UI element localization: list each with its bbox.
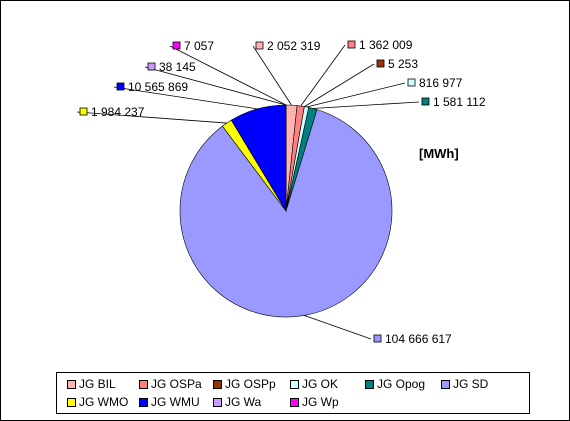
data-label-swatch-jg-wmo (79, 107, 88, 116)
legend-label: JG OK (302, 377, 339, 391)
leader-line-jg-wmo (76, 111, 227, 124)
data-label-jg-wmo: 1 984 237 (91, 105, 145, 119)
legend-item-jg-opog: JG Opog (365, 376, 425, 392)
data-label-swatch-jg-bil (255, 41, 264, 50)
legend-label: JG BIL (79, 377, 116, 391)
legend-swatch (139, 379, 148, 389)
legend-swatch (67, 379, 76, 389)
data-label-swatch-jg-ospp (376, 59, 385, 68)
legend-item-jg-wp: JG Wp (290, 394, 339, 410)
legend-label: JG WMO (79, 395, 129, 409)
data-label-jg-bil: 2 052 319 (267, 39, 321, 53)
unit-label: [MWh] (419, 146, 459, 161)
legend-swatch (290, 397, 299, 407)
legend-swatch (213, 379, 222, 389)
data-label-jg-ospp: 5 253 (388, 57, 418, 71)
legend-item-jg-wmu: JG WMU (139, 394, 200, 410)
data-label-jg-wp: 7 057 (184, 39, 214, 53)
leader-line-jg-wp (169, 45, 287, 106)
legend-swatch (441, 379, 450, 389)
data-label-jg-ospa: 1 362 009 (359, 38, 413, 52)
leader-line-jg-ospp (304, 63, 375, 107)
legend-swatch (290, 379, 299, 389)
data-label-swatch-jg-wa (147, 62, 156, 71)
legend-swatch (365, 379, 374, 389)
legend-item-jg-wa: JG Wa (213, 394, 261, 410)
legend-label: JG SD (453, 377, 489, 391)
leader-line-jg-ok (306, 82, 406, 108)
data-label-jg-sd: 104 666 617 (385, 332, 452, 346)
data-label-swatch-jg-sd (373, 334, 382, 343)
data-label-jg-ok: 816 977 (419, 76, 463, 90)
leader-line-jg-bil (252, 45, 292, 106)
data-label-swatch-jg-opog (421, 97, 430, 106)
leader-line-jg-ospa (300, 44, 346, 107)
legend-label: JG OSPa (151, 377, 202, 391)
data-label-swatch-jg-ok (407, 78, 416, 87)
legend-label: JG Wp (302, 395, 339, 409)
legend-item-jg-bil: JG BIL (67, 376, 116, 392)
legend: JG BIL JG OSPa JG OSPp JG OK JG Opog JG SD JG … (56, 372, 530, 414)
legend-item-jg-sd: JG SD (441, 376, 488, 392)
legend-item-jg-ospa: JG OSPa (139, 376, 202, 392)
data-label-swatch-jg-wp (172, 41, 181, 50)
legend-label: JG Opog (377, 377, 426, 391)
leader-line-jg-wa (144, 66, 286, 106)
legend-swatch (139, 397, 148, 407)
leader-lines (76, 44, 420, 340)
data-label-swatch-jg-wmu (116, 82, 125, 91)
legend-swatch (213, 397, 222, 407)
legend-item-jg-ok: JG OK (290, 376, 338, 392)
slice-jg-sd (179, 109, 393, 318)
legend-label: JG Wa (225, 395, 262, 409)
data-label-jg-wmu: 10 565 869 (128, 80, 188, 94)
pie-slices (179, 104, 393, 318)
data-label-jg-opog: 1 581 112 (433, 95, 486, 109)
data-label-jg-wa: 38 145 (159, 60, 196, 74)
legend-item-jg-ospp: JG OSPp (213, 376, 276, 392)
legend-label: JG OSPp (225, 377, 276, 391)
leader-line-jg-sd (304, 315, 372, 340)
legend-label: JG WMU (151, 395, 200, 409)
legend-item-jg-wmo: JG WMO (67, 394, 128, 410)
data-label-swatch-jg-ospa (347, 40, 356, 49)
leader-line-jg-wmu (113, 86, 258, 110)
leader-line-jg-opog (312, 101, 420, 109)
legend-swatch (67, 397, 76, 407)
